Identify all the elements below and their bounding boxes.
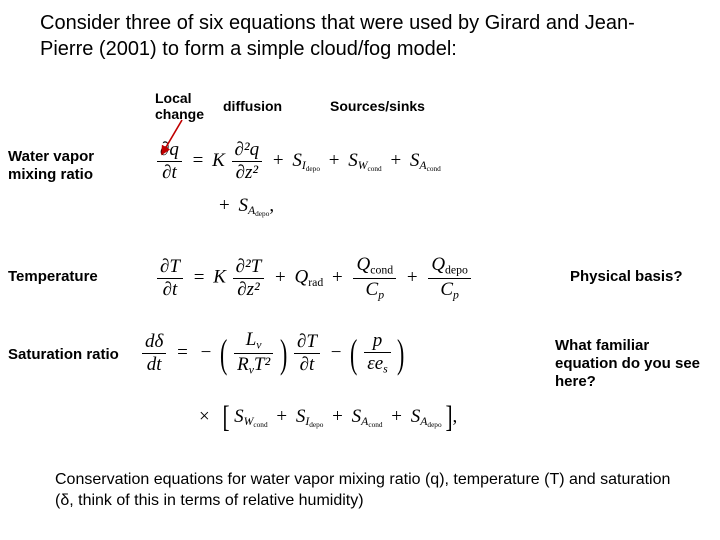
equation-q: ∂q∂t = K ∂²q∂z² + SIdepo + SWcond + SAco… — [155, 140, 441, 183]
annotation-familiar-equation: What familiar equation do you see here? — [555, 337, 715, 391]
annotation-physical-basis: Physical basis? — [570, 268, 683, 286]
equation-delta: dδdt = − ( LvRvT² ) ∂T∂t − ( pεes ) — [140, 330, 405, 377]
col-header-diffusion: diffusion — [223, 98, 282, 114]
row-label-temperature: Temperature — [8, 268, 98, 286]
equation-q-line2: + SAdepo, — [215, 195, 274, 218]
footer-text: Conservation equations for water vapor m… — [55, 469, 680, 512]
row-label-water-vapor: Water vapor mixing ratio — [8, 148, 113, 184]
slide-title: Consider three of six equations that wer… — [40, 10, 680, 62]
col-header-sources: Sources/sinks — [330, 98, 425, 114]
equation-delta-line2: × [ SWcond + SIdepo + SAcond + SAdepo ], — [195, 400, 457, 435]
row-label-saturation: Saturation ratio — [8, 346, 119, 364]
equation-T: ∂T∂t = K ∂²T∂z² + Qrad + QcondCp + Qdepo… — [155, 255, 473, 301]
col-header-local-change: Local change — [155, 90, 215, 122]
